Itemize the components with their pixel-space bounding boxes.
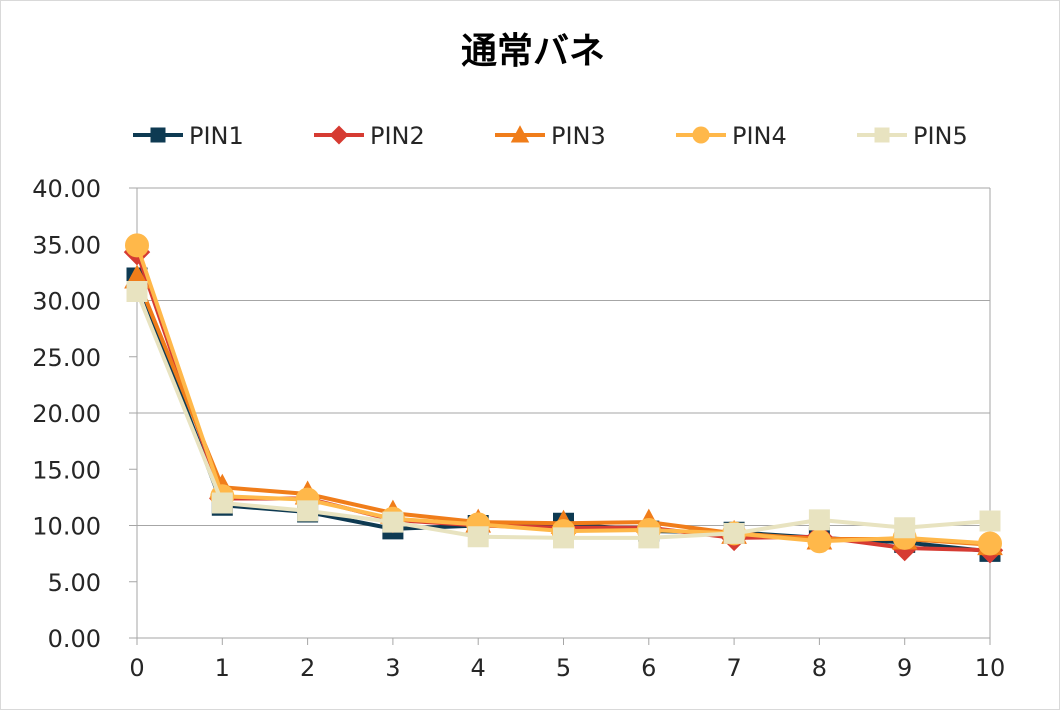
legend-item-pin4: PIN4 <box>676 122 787 150</box>
legend-swatch-marker <box>874 127 890 143</box>
series-pin3 <box>124 264 1003 556</box>
data-point <box>638 527 660 549</box>
data-point <box>467 526 489 548</box>
y-tick-label: 5.00 <box>48 569 101 597</box>
data-point <box>211 492 233 514</box>
x-tick-label: 4 <box>471 654 486 682</box>
data-point <box>808 509 830 531</box>
data-point <box>978 531 1002 556</box>
x-tick-label: 5 <box>556 654 571 682</box>
legend-label: PIN4 <box>732 122 787 150</box>
legend-swatch-marker <box>150 127 166 143</box>
x-tick-label: 1 <box>215 654 230 682</box>
x-tick-label: 8 <box>812 654 827 682</box>
data-point <box>723 522 745 544</box>
series-line <box>135 290 991 540</box>
legend-swatch-marker <box>692 126 710 144</box>
legend-item-pin1: PIN1 <box>133 122 244 150</box>
y-tick-label: 35.00 <box>32 231 101 259</box>
legend: PIN1 PIN2 PIN3 PIN4 PIN5 <box>133 122 968 150</box>
x-tick-label: 10 <box>975 654 1006 682</box>
series-line <box>135 277 991 547</box>
data-point <box>979 510 1001 532</box>
chart-title: 通常バネ <box>461 31 605 72</box>
series-pin5 <box>126 281 1001 549</box>
data-point <box>382 511 404 533</box>
data-point <box>553 527 574 549</box>
y-tick-label: 30.00 <box>32 288 101 316</box>
y-tick-label: 0.00 <box>48 625 101 653</box>
data-point <box>125 233 149 258</box>
legend-label: PIN5 <box>913 122 968 150</box>
data-point <box>126 281 148 302</box>
y-tick-label: 10.00 <box>32 513 101 541</box>
x-axis-ticks: 0 1 2 3 4 5 6 7 8 9 10 <box>129 638 1005 682</box>
y-tick-label: 15.00 <box>32 456 101 484</box>
x-tick-label: 3 <box>385 654 400 682</box>
x-tick-label: 2 <box>300 654 315 682</box>
x-tick-label: 0 <box>129 654 144 682</box>
series-group <box>123 233 1004 564</box>
legend-label: PIN2 <box>370 122 425 150</box>
legend-label: PIN3 <box>551 122 606 150</box>
series-line <box>135 244 991 546</box>
y-tick-label: 40.00 <box>32 175 101 203</box>
legend-label: PIN1 <box>189 122 244 150</box>
x-tick-label: 6 <box>641 654 656 682</box>
y-tick-label: 25.00 <box>32 344 101 372</box>
legend-item-pin3: PIN3 <box>495 122 606 150</box>
data-point <box>894 517 916 539</box>
x-tick-label: 9 <box>897 654 912 682</box>
legend-swatch-marker <box>329 125 349 145</box>
x-tick-label: 7 <box>726 654 741 682</box>
legend-item-pin5: PIN5 <box>857 122 968 150</box>
y-axis-ticks: 0.00 5.00 10.00 15.00 20.00 25.00 30.00 35.00 40… <box>32 175 137 653</box>
legend-swatch-marker <box>510 125 530 143</box>
grid <box>137 187 990 526</box>
data-point <box>807 529 832 554</box>
data-point <box>297 500 319 522</box>
y-tick-label: 20.00 <box>32 400 101 428</box>
legend-item-pin2: PIN2 <box>314 122 425 150</box>
